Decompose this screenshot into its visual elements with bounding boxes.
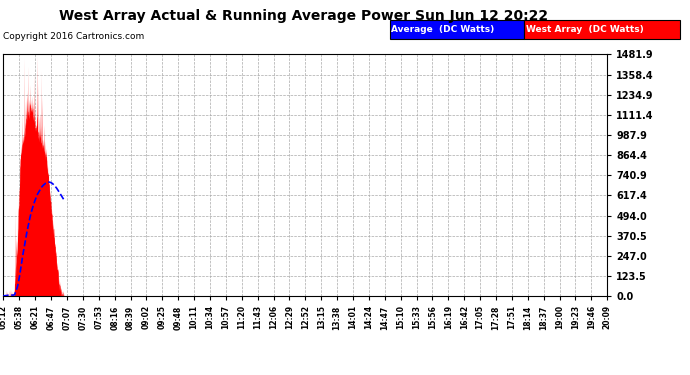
Text: Average  (DC Watts): Average (DC Watts) [391, 25, 495, 34]
Text: West Array Actual & Running Average Power Sun Jun 12 20:22: West Array Actual & Running Average Powe… [59, 9, 548, 23]
Text: West Array  (DC Watts): West Array (DC Watts) [526, 25, 644, 34]
Text: Copyright 2016 Cartronics.com: Copyright 2016 Cartronics.com [3, 32, 145, 41]
